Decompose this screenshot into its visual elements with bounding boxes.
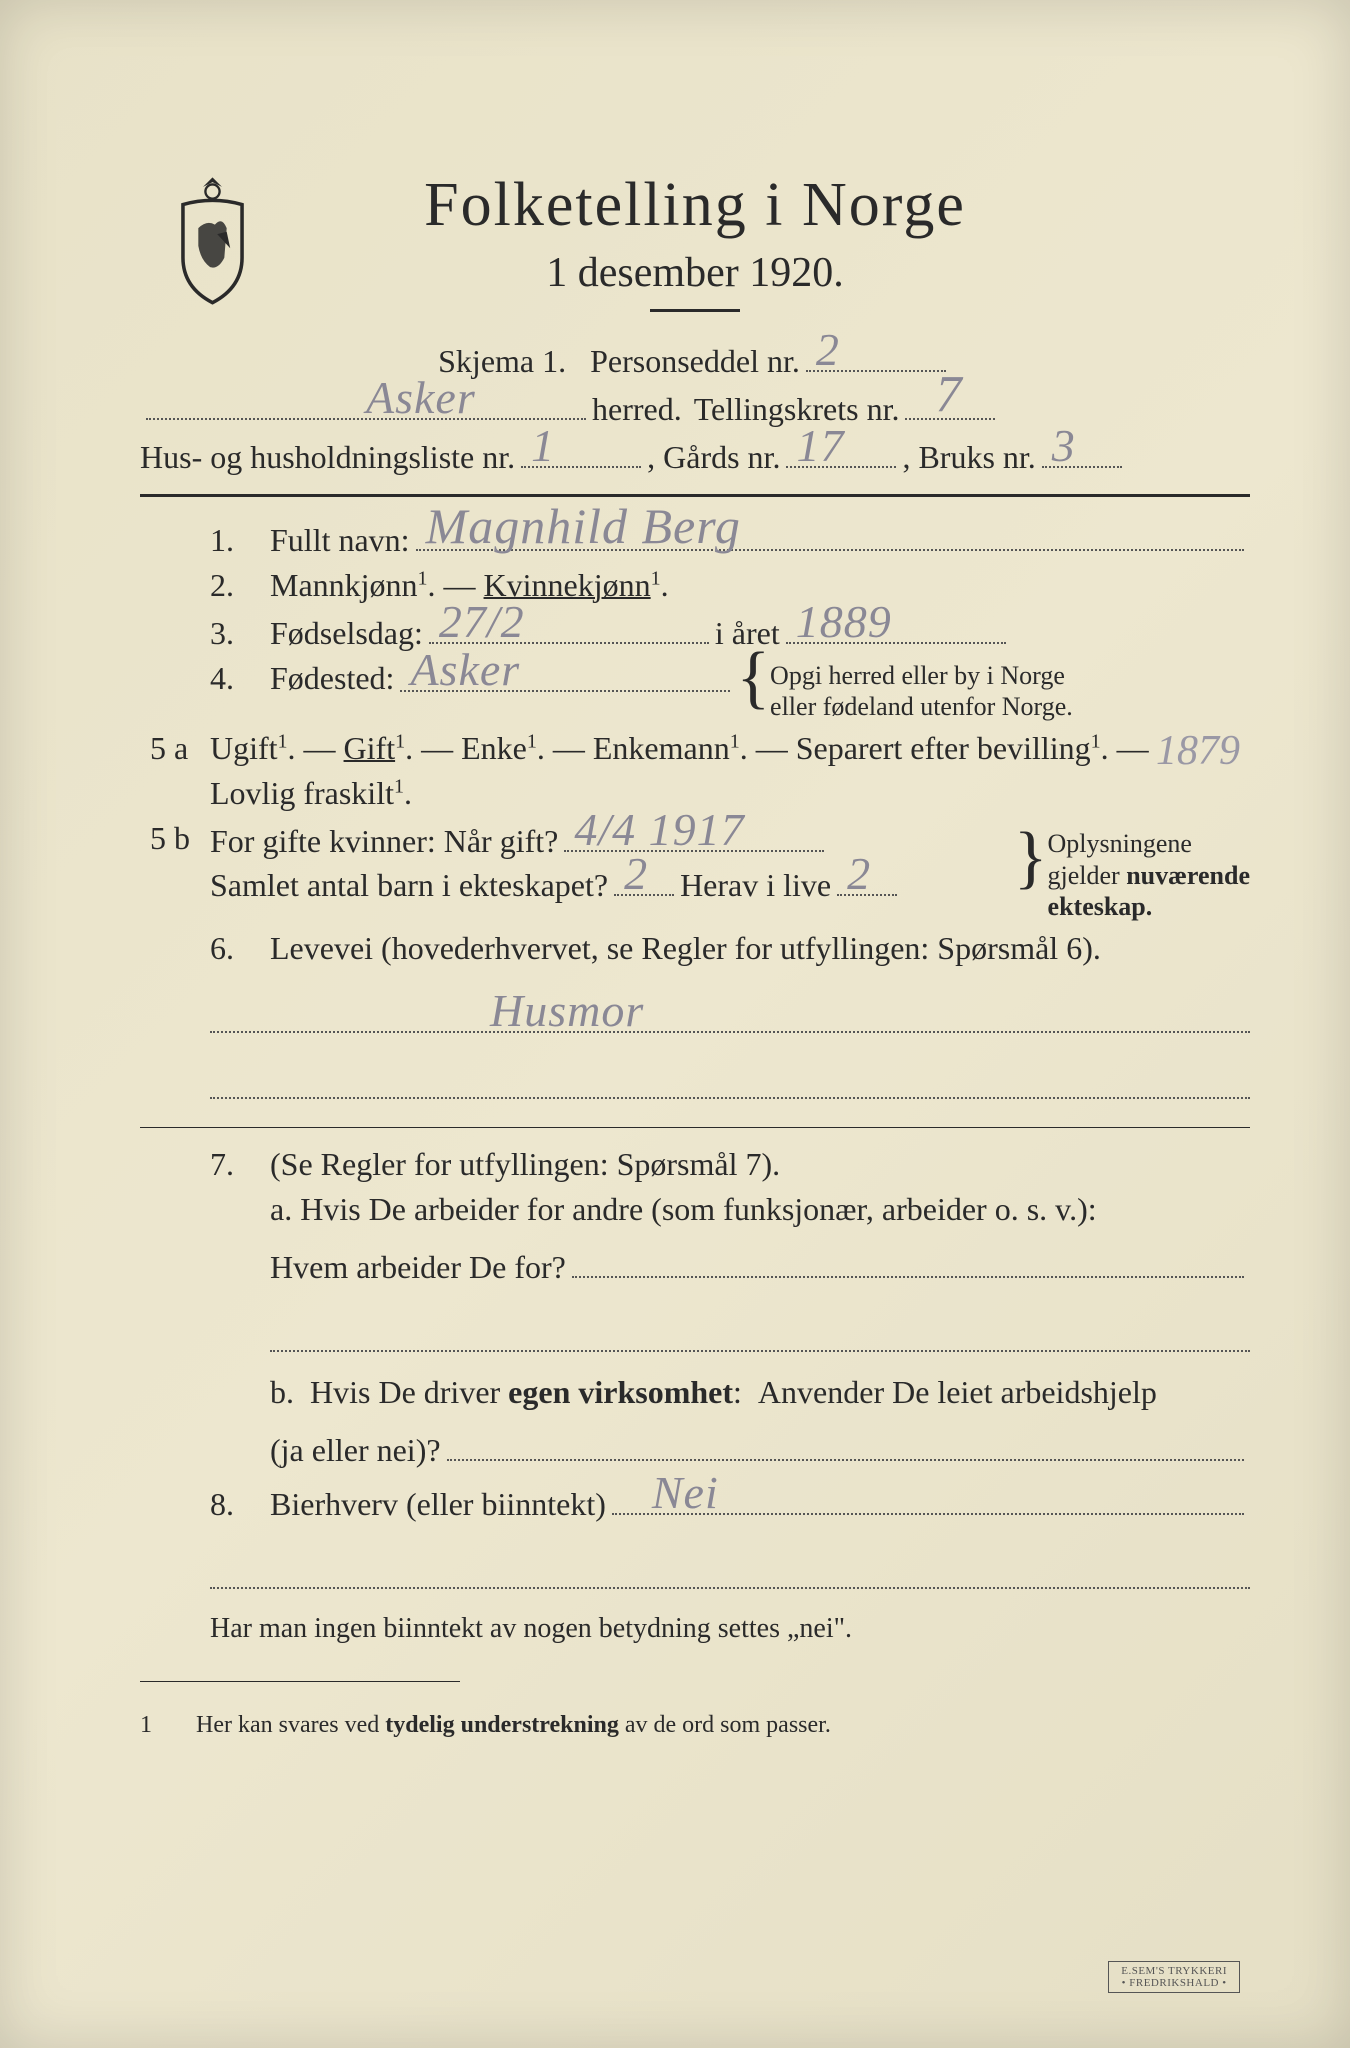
- q3-label: Fødselsdag:: [270, 615, 423, 652]
- q5b-label2: Samlet antal barn i ekteskapet?: [210, 867, 608, 904]
- q1-num: 1.: [210, 522, 270, 559]
- q5b-note: Oplysningene gjelder nuværende ekteskap.: [1048, 828, 1250, 922]
- tellingskrets-value: 7: [935, 365, 962, 424]
- q7b-row: b. Hvis De driver egen virksomhet: Anven…: [270, 1374, 1250, 1411]
- q4-note: Opgi herred eller by i Norge eller fødel…: [770, 660, 1073, 722]
- husliste-label: Hus- og husholdningsliste nr.: [140, 439, 515, 476]
- q6-row: 6. Levevei (hovederhvervet, se Regler fo…: [210, 930, 1250, 967]
- q5a-line2: Lovlig fraskilt1.: [210, 775, 412, 812]
- q1-row: 1. Fullt navn: Magnhild Berg: [210, 519, 1250, 559]
- q1-label: Fullt navn:: [270, 522, 410, 559]
- q8-value: Nei: [652, 1466, 719, 1519]
- coat-of-arms-icon: [165, 175, 260, 305]
- q7-label: (Se Regler for utfyllingen: Spørsmål 7).: [270, 1146, 780, 1183]
- q6-value: Husmor: [490, 984, 644, 1037]
- q7-row: 7. (Se Regler for utfyllingen: Spørsmål …: [210, 1146, 1250, 1183]
- bruks-label: , Bruks nr.: [902, 439, 1035, 476]
- bruks-value: 3: [1052, 419, 1076, 472]
- q2-row: 2. Mannkjønn1. — Kvinnekjønn1.: [210, 567, 1250, 604]
- q7a-line: [270, 1314, 1250, 1352]
- q5b-live: 2: [847, 847, 871, 900]
- document-title: Folketelling i Norge: [140, 170, 1250, 241]
- footnote-num: 1: [140, 1712, 190, 1739]
- document-subtitle: 1 desember 1920.: [140, 249, 1250, 297]
- divider: [140, 1127, 1250, 1128]
- q8-row: 8. Bierhverv (eller biinntekt) Nei: [210, 1483, 1250, 1523]
- q7a-q-row: Hvem arbeider De for?: [270, 1246, 1250, 1286]
- census-form-page: Folketelling i Norge 1 desember 1920. Sk…: [0, 0, 1350, 2048]
- nei-note: Har man ingen biinntekt av nogen betydni…: [210, 1613, 852, 1645]
- q5a-num: 5 a: [150, 730, 210, 767]
- q4-note2: eller fødeland utenfor Norge.: [770, 692, 1073, 721]
- q8-label: Bierhverv (eller biinntekt): [270, 1486, 606, 1523]
- title-divider: [650, 309, 740, 312]
- herred-row: Asker herred. Tellingskrets nr. 7: [140, 388, 1250, 428]
- q3-row: 3. Fødselsdag: 27/2 i året 1889: [210, 612, 1250, 652]
- q4-note1: Opgi herred eller by i Norge: [770, 661, 1065, 690]
- q3-year: 1889: [796, 595, 892, 648]
- q4-label: Fødested:: [270, 660, 394, 697]
- q5b-note2: gjelder nuværende: [1048, 861, 1250, 890]
- q5b-barn: 2: [624, 847, 648, 900]
- q8-line: [210, 1551, 1250, 1589]
- gards-label: , Gårds nr.: [647, 439, 780, 476]
- personseddel-label: Personseddel nr.: [590, 343, 800, 380]
- q5b-row: 5 b For gifte kvinner: Når gift? 4/4 191…: [150, 820, 1250, 922]
- q4-value: Asker: [410, 643, 520, 696]
- brace-icon: }: [1014, 840, 1048, 875]
- stamp-line2: • FREDRIKSHALD •: [1121, 1977, 1227, 1989]
- q4-num: 4.: [210, 660, 270, 697]
- q7b-label: b. Hvis De driver egen virksomhet: Anven…: [270, 1374, 1157, 1411]
- printer-stamp: E.SEM'S TRYKKERI • FREDRIKSHALD •: [1108, 1961, 1240, 1993]
- q5b-note3: ekteskap.: [1048, 892, 1153, 921]
- q5b-label1: For gifte kvinner: Når gift?: [210, 823, 558, 860]
- q5a-margin: 1879: [1156, 727, 1240, 775]
- footnote-text: Her kan svares ved tydelig understreknin…: [196, 1712, 831, 1738]
- husliste-value: 1: [531, 419, 555, 472]
- footnote-row: 1 Her kan svares ved tydelig understrekn…: [140, 1712, 1250, 1739]
- q5b-note1: Oplysningene: [1048, 829, 1192, 858]
- q6-label: Levevei (hovederhvervet, se Regler for u…: [270, 930, 1101, 967]
- q6-line: Husmor: [210, 995, 1250, 1033]
- gards-value: 17: [796, 419, 844, 472]
- personseddel-value: 2: [816, 323, 840, 376]
- q7b-q: (ja eller nei)?: [270, 1432, 441, 1469]
- q5b-gift: 4/4 1917: [574, 803, 744, 856]
- q5b-label3: Herav i live: [680, 867, 831, 904]
- q7a-q: Hvem arbeider De for?: [270, 1249, 566, 1286]
- q7a-row: a. Hvis De arbeider for andre (som funks…: [270, 1191, 1250, 1228]
- footnote-divider: [140, 1681, 460, 1682]
- stamp-line1: E.SEM'S TRYKKERI: [1121, 1965, 1227, 1977]
- q7a-label: a. Hvis De arbeider for andre (som funks…: [270, 1191, 1097, 1228]
- q7-num: 7.: [210, 1146, 270, 1183]
- q4-row: 4. Fødested: Asker { Opgi herred eller b…: [210, 660, 1250, 722]
- q5a-row: 5 a Ugift1. — Gift1. — Enke1. — Enkemann…: [150, 730, 1250, 767]
- husliste-row: Hus- og husholdningsliste nr. 1 , Gårds …: [140, 436, 1250, 476]
- q3-day: 27/2: [439, 595, 525, 648]
- q2-num: 2.: [210, 567, 270, 604]
- q8-num: 8.: [210, 1486, 270, 1523]
- herred-label: herred.: [592, 391, 682, 428]
- q5a-text: Ugift1. — Gift1. — Enke1. — Enkemann1. —…: [210, 730, 1149, 767]
- q7b-q-row: (ja eller nei)?: [270, 1429, 1250, 1469]
- q6-num: 6.: [210, 930, 270, 967]
- skjema-row: Skjema 1. Personseddel nr. 2: [140, 340, 1250, 380]
- q1-value: Magnhild Berg: [426, 497, 741, 555]
- nei-note-row: Har man ingen biinntekt av nogen betydni…: [210, 1613, 1250, 1645]
- brace-icon: {: [736, 660, 770, 695]
- herred-value: Asker: [366, 371, 476, 424]
- q6-line2: [210, 1061, 1250, 1099]
- q3-num: 3.: [210, 615, 270, 652]
- q5b-num: 5 b: [150, 820, 210, 857]
